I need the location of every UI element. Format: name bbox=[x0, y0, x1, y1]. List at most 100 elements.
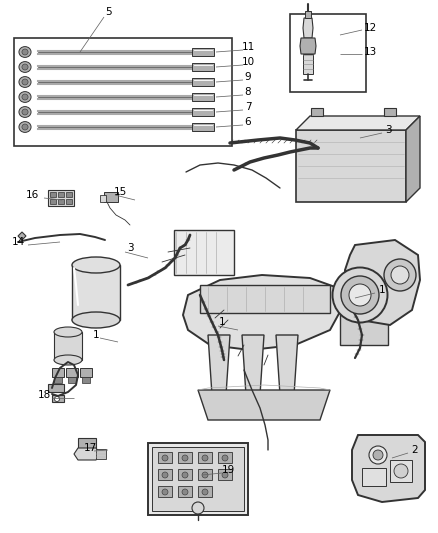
Ellipse shape bbox=[19, 46, 31, 58]
Text: 18: 18 bbox=[37, 390, 51, 400]
Bar bbox=[198, 486, 212, 497]
Polygon shape bbox=[296, 116, 420, 130]
Bar bbox=[104, 192, 118, 202]
Text: 9: 9 bbox=[245, 72, 251, 82]
Polygon shape bbox=[406, 116, 420, 202]
Bar bbox=[158, 486, 172, 497]
Circle shape bbox=[369, 446, 387, 464]
Bar bbox=[48, 384, 64, 392]
Ellipse shape bbox=[391, 266, 409, 284]
Circle shape bbox=[222, 472, 228, 478]
Bar bbox=[152, 447, 244, 511]
Text: 5: 5 bbox=[105, 7, 111, 17]
Ellipse shape bbox=[22, 49, 28, 55]
Bar bbox=[192, 108, 214, 116]
Ellipse shape bbox=[384, 259, 416, 291]
Bar bbox=[340, 305, 388, 345]
Bar bbox=[52, 395, 64, 402]
Text: 11: 11 bbox=[241, 42, 254, 52]
Circle shape bbox=[222, 455, 228, 461]
Bar bbox=[178, 486, 192, 497]
Ellipse shape bbox=[22, 64, 28, 70]
Bar bbox=[100, 195, 106, 202]
Text: 3: 3 bbox=[127, 243, 133, 253]
Bar bbox=[192, 123, 214, 131]
Circle shape bbox=[182, 472, 188, 478]
Circle shape bbox=[182, 489, 188, 495]
Ellipse shape bbox=[54, 327, 82, 337]
Polygon shape bbox=[303, 18, 313, 38]
Text: 15: 15 bbox=[113, 187, 127, 197]
Polygon shape bbox=[198, 390, 330, 420]
Bar bbox=[66, 192, 72, 197]
Bar bbox=[296, 130, 406, 202]
Ellipse shape bbox=[19, 62, 31, 72]
Bar bbox=[58, 199, 64, 204]
Bar bbox=[174, 230, 234, 275]
Circle shape bbox=[162, 472, 168, 478]
Bar bbox=[96, 449, 106, 459]
Ellipse shape bbox=[22, 79, 28, 85]
Circle shape bbox=[373, 450, 383, 460]
Text: 17: 17 bbox=[83, 443, 97, 453]
Ellipse shape bbox=[341, 276, 379, 314]
Polygon shape bbox=[345, 240, 420, 325]
Ellipse shape bbox=[19, 92, 31, 102]
Circle shape bbox=[182, 455, 188, 461]
Bar bbox=[192, 78, 214, 86]
Circle shape bbox=[162, 489, 168, 495]
Ellipse shape bbox=[22, 94, 28, 100]
Circle shape bbox=[202, 489, 208, 495]
Bar bbox=[305, 11, 311, 18]
Bar bbox=[311, 108, 323, 116]
Bar bbox=[66, 368, 78, 377]
Text: 7: 7 bbox=[245, 102, 251, 112]
Text: 16: 16 bbox=[25, 190, 39, 200]
Circle shape bbox=[162, 455, 168, 461]
Text: 2: 2 bbox=[412, 445, 418, 455]
Polygon shape bbox=[352, 435, 425, 502]
Bar bbox=[218, 469, 232, 480]
Ellipse shape bbox=[332, 268, 388, 322]
Bar bbox=[290, 14, 366, 92]
Text: 3: 3 bbox=[385, 125, 391, 135]
Bar bbox=[198, 469, 212, 480]
Bar bbox=[192, 93, 214, 101]
Bar bbox=[78, 438, 96, 450]
Bar bbox=[82, 377, 90, 383]
Bar bbox=[48, 190, 74, 206]
Bar bbox=[218, 452, 232, 463]
Text: 19: 19 bbox=[221, 465, 235, 475]
Text: 1: 1 bbox=[93, 330, 99, 340]
Text: 6: 6 bbox=[245, 117, 251, 127]
Bar bbox=[303, 54, 313, 74]
Bar bbox=[198, 452, 212, 463]
Polygon shape bbox=[74, 448, 100, 460]
Bar bbox=[80, 368, 92, 377]
Text: 1: 1 bbox=[379, 285, 385, 295]
Circle shape bbox=[202, 455, 208, 461]
Bar bbox=[50, 199, 56, 204]
Polygon shape bbox=[183, 275, 342, 350]
Bar bbox=[192, 63, 214, 71]
Bar bbox=[200, 285, 330, 313]
Circle shape bbox=[192, 502, 204, 514]
Ellipse shape bbox=[19, 122, 31, 132]
Polygon shape bbox=[242, 335, 264, 395]
Bar bbox=[66, 199, 72, 204]
Ellipse shape bbox=[54, 355, 82, 365]
Bar bbox=[14, 38, 232, 146]
Text: 12: 12 bbox=[364, 23, 377, 33]
Ellipse shape bbox=[22, 109, 28, 115]
Bar bbox=[54, 332, 82, 360]
Bar bbox=[158, 452, 172, 463]
Bar bbox=[72, 265, 120, 320]
Circle shape bbox=[394, 464, 408, 478]
Circle shape bbox=[54, 397, 60, 401]
Text: 8: 8 bbox=[245, 87, 251, 97]
Bar bbox=[52, 368, 64, 377]
Ellipse shape bbox=[22, 124, 28, 130]
Bar bbox=[178, 469, 192, 480]
Bar bbox=[362, 468, 386, 486]
Ellipse shape bbox=[349, 284, 371, 306]
